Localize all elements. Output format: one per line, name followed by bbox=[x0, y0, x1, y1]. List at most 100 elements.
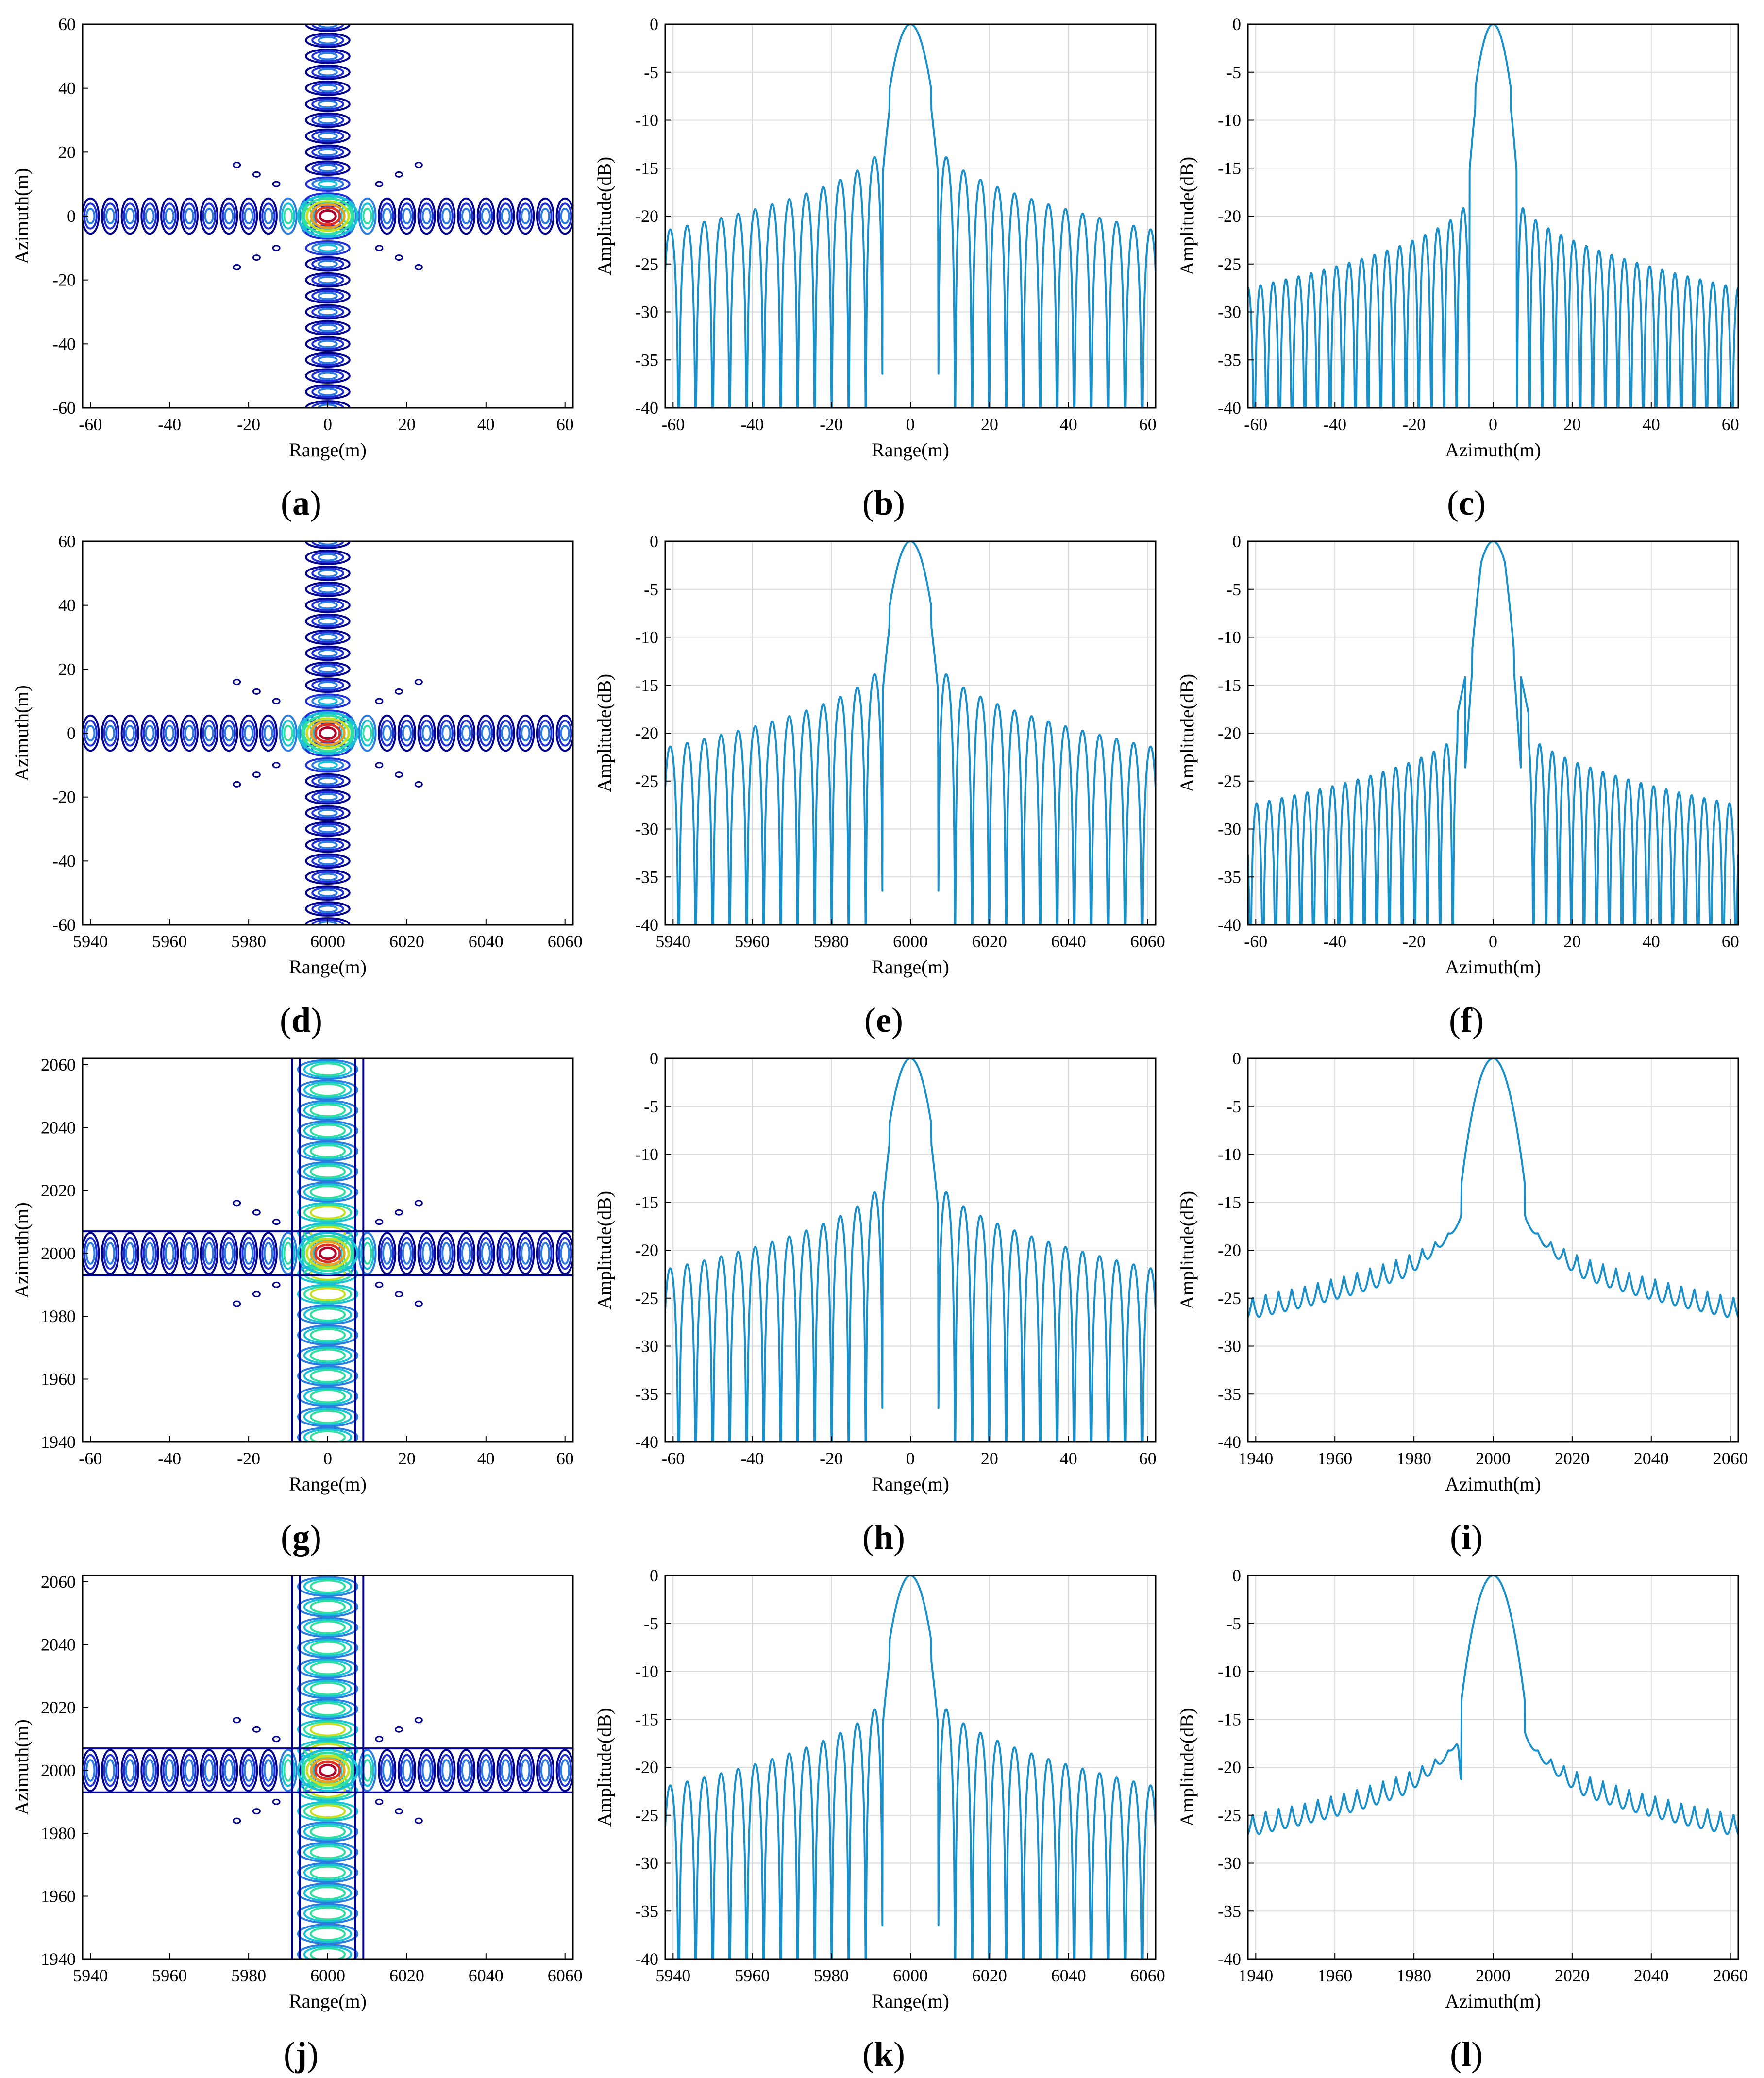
range-sidelobe-contour bbox=[382, 1759, 392, 1782]
range-sidelobe-contour bbox=[498, 720, 513, 747]
azimuth-sidelobe-contour bbox=[318, 840, 338, 850]
azimuth-sidelobe-contour bbox=[297, 1304, 359, 1325]
x-tick-label: 1960 bbox=[1317, 1449, 1352, 1468]
cross-sidelobe-contour bbox=[272, 1798, 281, 1805]
y-tick-label: -30 bbox=[1218, 1854, 1241, 1873]
azimuth-sidelobe-contour bbox=[304, 1041, 351, 1057]
azimuth-sidelobe-contour bbox=[311, 839, 344, 851]
range-sidelobe-contour bbox=[281, 720, 296, 747]
mainlobe-contour bbox=[319, 1763, 337, 1777]
azimuth-sidelobe-contour bbox=[303, 1577, 353, 1595]
azimuth-sidelobe-contour bbox=[318, 824, 338, 834]
azimuth-sidelobe-contour bbox=[318, 355, 338, 364]
range-sidelobe-contour bbox=[243, 1242, 254, 1265]
y-tick-label: -20 bbox=[1218, 1240, 1241, 1260]
x-tick-label: 2020 bbox=[1555, 1966, 1590, 1985]
range-sidelobe-contour bbox=[441, 724, 452, 742]
azimuth-sidelobe-contour bbox=[309, 1927, 346, 1941]
range-sidelobe-contour bbox=[536, 1749, 555, 1792]
range-sidelobe-contour bbox=[140, 714, 159, 752]
x-tick-label: 5980 bbox=[814, 932, 849, 951]
y-tick-label: -10 bbox=[1218, 1662, 1241, 1681]
azimuth-sidelobe-contour bbox=[318, 905, 338, 913]
azimuth-sidelobe-contour bbox=[318, 307, 338, 317]
range-sidelobe-contour bbox=[204, 207, 214, 225]
range-sidelobe-contour bbox=[145, 1759, 155, 1782]
range-sidelobe-contour bbox=[281, 1237, 296, 1270]
plot-content bbox=[83, 1558, 573, 1959]
chart-l: 1940 1960 1980 2000 2020 2040 2060 0 -5 -10 -15 -20… bbox=[1176, 1566, 1748, 2012]
range-sidelobe-contour bbox=[397, 1232, 417, 1275]
azimuth-sidelobe-contour bbox=[318, 371, 338, 380]
range-sidelobe-contour bbox=[476, 714, 495, 752]
azimuth-sidelobe-contour bbox=[318, 339, 338, 348]
range-sidelobe-contour bbox=[165, 724, 175, 742]
azimuth-sidelobe-contour bbox=[297, 1426, 359, 1442]
cross-sidelobe-contour bbox=[252, 771, 261, 778]
range-sidelobe-contour bbox=[417, 1749, 436, 1792]
y-tick-label: -25 bbox=[635, 771, 658, 791]
y-tick-label: -35 bbox=[635, 1384, 658, 1404]
y-tick-label: -10 bbox=[1218, 1145, 1241, 1164]
azimuth-sidelobe-contour bbox=[305, 112, 351, 128]
range-sidelobe-contour bbox=[479, 720, 493, 747]
range-sidelobe-contour bbox=[481, 207, 491, 225]
azimuth-sidelobe-contour bbox=[309, 1307, 346, 1322]
range-sidelobe-contour bbox=[281, 202, 296, 230]
azimuth-sidelobe-contour bbox=[318, 276, 338, 285]
range-sidelobe-contour bbox=[123, 720, 137, 747]
range-sidelobe-contour bbox=[261, 720, 276, 747]
mainlobe-contour bbox=[310, 1758, 346, 1783]
y-tick-label: -15 bbox=[635, 158, 658, 178]
azimuth-sidelobe-contour bbox=[311, 50, 344, 63]
range-sidelobe-contour bbox=[219, 1749, 238, 1792]
cross-sidelobe-contour bbox=[395, 688, 403, 695]
y-tick-label: 1940 bbox=[41, 1949, 76, 1969]
range-sidelobe-contour bbox=[476, 197, 495, 235]
azimuth-sidelobe-contour bbox=[311, 679, 344, 691]
azimuth-sidelobe-contour bbox=[305, 853, 351, 869]
azimuth-sidelobe-contour bbox=[318, 553, 338, 562]
azimuth-sidelobe-contour bbox=[297, 1406, 359, 1427]
y-axis-label: Azimuth(m) bbox=[11, 685, 33, 781]
x-axis-label: Azimuth(m) bbox=[1445, 1990, 1541, 2012]
azimuth-sidelobe-contour bbox=[311, 130, 344, 142]
y-axis-label: Amplitude(dB) bbox=[1176, 157, 1198, 275]
y-tick-label: -5 bbox=[644, 63, 658, 82]
x-tick-label: 6020 bbox=[389, 1966, 424, 1985]
x-tick-label: 6040 bbox=[1051, 932, 1086, 951]
x-tick-label: 5980 bbox=[814, 1966, 849, 1985]
cross-sidelobe-contour bbox=[252, 688, 261, 695]
range-sidelobe-contour bbox=[402, 207, 412, 225]
cross-sidelobe-contour bbox=[375, 762, 384, 769]
azimuth-sidelobe-contour bbox=[305, 320, 351, 336]
x-tick-label: 2000 bbox=[1476, 1449, 1511, 1468]
range-sidelobe-contour bbox=[476, 1232, 495, 1275]
range-sidelobe-contour bbox=[184, 1759, 195, 1782]
azimuth-sidelobe-contour bbox=[311, 775, 344, 787]
range-sidelobe-contour bbox=[400, 1754, 414, 1787]
range-sidelobe-contour bbox=[441, 1242, 452, 1265]
y-tick-label: 2000 bbox=[41, 1760, 76, 1780]
range-sidelobe-contour bbox=[279, 1232, 298, 1275]
azimuth-sidelobe-contour bbox=[309, 1205, 346, 1220]
azimuth-sidelobe-contour bbox=[303, 1945, 353, 1959]
cross-sidelobe-contour bbox=[272, 698, 281, 704]
range-sidelobe-contour bbox=[224, 207, 234, 225]
azimuth-sidelobe-contour bbox=[305, 128, 351, 144]
range-sidelobe-contour bbox=[120, 714, 139, 752]
azimuth-sidelobe-contour bbox=[318, 761, 338, 770]
y-tick-label: -20 bbox=[52, 270, 76, 290]
azimuth-sidelobe-contour bbox=[297, 1821, 359, 1843]
range-sidelobe-contour bbox=[536, 197, 555, 235]
plot-content bbox=[1248, 1058, 1738, 1318]
azimuth-sidelobe-contour bbox=[318, 52, 338, 61]
azimuth-sidelobe-contour bbox=[304, 1558, 351, 1574]
x-tick-label: 60 bbox=[556, 415, 574, 434]
y-tick-label: -5 bbox=[1226, 63, 1241, 82]
azimuth-sidelobe-contour bbox=[303, 1905, 353, 1922]
y-tick-label: -20 bbox=[635, 1758, 658, 1777]
x-tick-label: 6060 bbox=[548, 932, 583, 951]
range-sidelobe-contour bbox=[382, 724, 392, 742]
x-tick-label: -40 bbox=[158, 415, 181, 434]
